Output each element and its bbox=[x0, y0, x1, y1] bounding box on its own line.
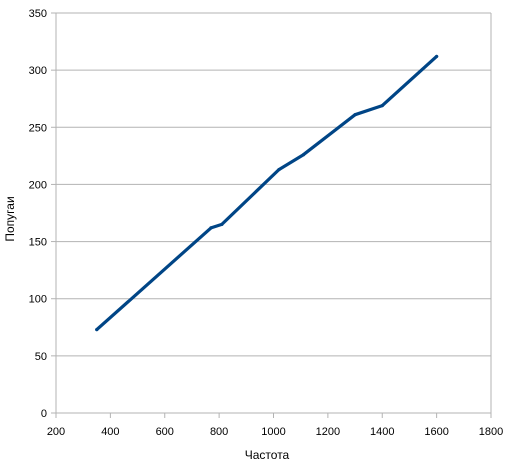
y-tick-label: 300 bbox=[29, 65, 47, 77]
series bbox=[95, 54, 439, 332]
tick-labels: 0 50 100 150 200 250 300 350 200 400 600 800 1000 120… bbox=[29, 8, 504, 438]
y-tick-label: 250 bbox=[29, 122, 47, 134]
x-tick-label: 1600 bbox=[424, 426, 448, 438]
x-axis-title: Частота bbox=[245, 448, 290, 462]
x-tick-label: 1800 bbox=[479, 426, 503, 438]
y-tick-label: 50 bbox=[35, 351, 47, 363]
x-tick-label: 800 bbox=[210, 426, 228, 438]
data-point bbox=[95, 327, 99, 332]
y-tick-label: 100 bbox=[29, 294, 47, 306]
series-line bbox=[95, 54, 439, 332]
gridlines bbox=[56, 12, 491, 357]
y-tick-label: 0 bbox=[41, 408, 47, 420]
data-point bbox=[301, 153, 306, 157]
axes bbox=[51, 12, 492, 418]
data-point bbox=[277, 167, 281, 172]
x-tick-label: 600 bbox=[156, 426, 174, 438]
x-tick-label: 200 bbox=[47, 426, 65, 438]
data-point bbox=[353, 113, 357, 117]
x-tick-label: 1400 bbox=[370, 426, 394, 438]
data-point bbox=[209, 226, 213, 230]
y-axis-title: Попугаи bbox=[3, 196, 17, 241]
x-tick-label: 1000 bbox=[261, 426, 285, 438]
data-point bbox=[220, 222, 224, 227]
x-tick-label: 1200 bbox=[316, 426, 340, 438]
data-point bbox=[435, 54, 439, 59]
y-tick-label: 350 bbox=[29, 8, 47, 20]
y-tick-label: 200 bbox=[29, 179, 47, 191]
x-tick-label: 400 bbox=[101, 426, 119, 438]
y-tick-label: 150 bbox=[29, 237, 47, 249]
data-point bbox=[380, 103, 384, 108]
